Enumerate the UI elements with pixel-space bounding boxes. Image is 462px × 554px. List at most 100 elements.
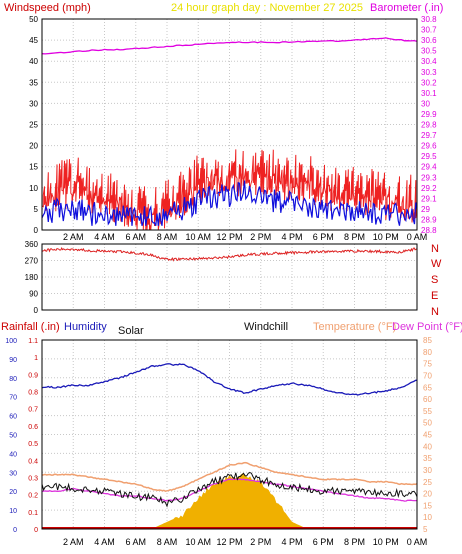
wind-y-tick-label: 50 [29, 15, 38, 24]
direction-y-tick-label: 0 [34, 306, 39, 315]
rainfall-y-tick-label: 0.4 [28, 458, 38, 465]
humidity-y-tick-label: 100 [5, 338, 17, 345]
wind-x-tick-label: 12 PM [216, 232, 242, 242]
temperature-y-tick-label: 50 [423, 419, 432, 428]
temperature-x-tick-label: 2 AM [63, 537, 84, 547]
rainfall-title: Rainfall (.in) [1, 321, 60, 333]
temperature-y-tick-label: 5 [423, 525, 428, 534]
barometer-y-tick-label: 29.5 [421, 152, 437, 161]
temperature-y-tick-label: 10 [423, 513, 432, 522]
barometer-y-tick-label: 30.7 [421, 26, 437, 35]
rainfall-y-tick-label: 0.5 [28, 441, 38, 448]
temperature-x-tick-label: 10 AM [185, 537, 211, 547]
barometer-y-tick-label: 30.3 [421, 68, 437, 77]
barometer-y-tick-label: 30.2 [421, 78, 437, 87]
barometer-y-tick-label: 29.7 [421, 131, 437, 140]
wind-x-tick-label: 10 PM [373, 232, 399, 242]
graph-title: 24 hour graph day : November 27 2025 [171, 2, 363, 14]
humidity-y-tick-label: 70 [9, 395, 17, 402]
barometer-y-tick-label: 30.1 [421, 89, 437, 98]
wind-y-tick-label: 30 [29, 99, 38, 108]
wind-x-tick-label: 4 AM [94, 232, 115, 242]
temperature-line [41, 461, 418, 492]
direction-panel-series [41, 247, 418, 262]
wind-x-tick-label: 6 AM [125, 232, 146, 242]
rainfall-y-axis-labels: 0 0.1 0.2 0.3 0.4 0.5 0.6 0.7 0.8 0.9 1 1.1 [28, 338, 38, 534]
rainfall-y-tick-label: 0.9 [28, 372, 38, 379]
humidity-y-tick-label: 60 [9, 414, 17, 421]
temperature-y-tick-label: 55 [423, 407, 432, 416]
wind-y-tick-label: 15 [29, 163, 38, 172]
temperature-y-tick-label: 75 [423, 360, 432, 369]
barometer-y-tick-label: 30.5 [421, 47, 437, 56]
dewpoint-title: Dew Point (°F) [392, 321, 462, 333]
temperature-title: Temperature (°F) [313, 321, 396, 333]
humidity-y-axis-labels: 0 10 20 30 40 50 60 70 80 90 100 [5, 338, 17, 534]
barometer-y-tick-label: 29.8 [421, 121, 437, 130]
wind-y-tick-label: 45 [29, 36, 38, 45]
rainfall-y-tick-label: 0.1 [28, 510, 38, 517]
temperature-y-tick-label: 15 [423, 501, 432, 510]
wind-panel-series [41, 37, 418, 231]
temperature-y-tick-label: 70 [423, 371, 432, 380]
direction-panel-frame [41, 243, 418, 311]
wind-title: Windspeed (mph) [4, 2, 91, 14]
temperature-panel-frame [41, 339, 418, 530]
humidity-y-tick-label: 80 [9, 376, 17, 383]
wind-y-tick-label: 20 [29, 142, 38, 151]
temperature-panel-series [41, 363, 418, 529]
humidity-y-tick-label: 50 [9, 433, 17, 440]
windchill-line [41, 471, 418, 508]
wind-x-axis-labels: 2 AM 4 AM 6 AM 8 AM 10 AM 12 PM 2 PM 4 PM 6 PM 8 … [63, 232, 427, 242]
wind-x-tick-label: 4 PM [281, 232, 302, 242]
direction-y-tick-label: 360 [25, 240, 39, 249]
barometer-y-tick-label: 30.4 [421, 57, 437, 66]
direction-y-tick-label: 90 [29, 290, 38, 299]
temperature-x-tick-label: 8 PM [344, 537, 365, 547]
barometer-y-tick-label: 30.8 [421, 15, 437, 24]
temperature-y-tick-label: 60 [423, 395, 432, 404]
humidity-y-tick-label: 30 [9, 470, 17, 477]
temperature-x-tick-label: 2 PM [250, 537, 271, 547]
wind-y-tick-label: 40 [29, 57, 38, 66]
rainfall-y-tick-label: 1.1 [28, 338, 38, 345]
rainfall-y-tick-label: 0.2 [28, 493, 38, 500]
temperature-x-axis-labels: 2 AM 4 AM 6 AM 8 AM 10 AM 12 PM 2 PM 4 PM 6 PM 8 … [63, 537, 427, 547]
wind-direction-line [41, 247, 418, 262]
wind-y-tick-label: 10 [29, 184, 38, 193]
temperature-x-tick-label: 12 PM [216, 537, 242, 547]
rainfall-y-tick-label: 0.3 [28, 475, 38, 482]
temperature-y-tick-label: 25 [423, 478, 432, 487]
rainfall-y-tick-label: 0.8 [28, 390, 38, 397]
barometer-title: Barometer (.in) [370, 2, 443, 14]
humidity-y-tick-label: 40 [9, 451, 17, 458]
temperature-y-tick-label: 20 [423, 490, 432, 499]
humidity-y-tick-label: 90 [9, 357, 17, 364]
barometer-y-tick-label: 29.6 [421, 142, 437, 151]
direction-y-tick-label: 270 [25, 257, 39, 266]
wind-x-tick-label: 10 AM [185, 232, 211, 242]
barometer-y-tick-label: 29.9 [421, 110, 437, 119]
wind-y-tick-label: 0 [34, 226, 39, 235]
barometer-y-tick-label: 29.3 [421, 173, 437, 182]
humidity-title: Humidity [64, 321, 107, 333]
humidity-y-tick-label: 10 [9, 508, 17, 515]
rainfall-y-tick-label: 1 [34, 355, 38, 362]
dewpoint-line [41, 478, 418, 502]
barometer-y-tick-label: 28.8 [421, 226, 437, 235]
temperature-y-tick-label: 65 [423, 383, 432, 392]
temperature-x-tick-label: 8 AM [157, 537, 178, 547]
temperature-y-tick-label: 85 [423, 336, 432, 345]
temperature-x-tick-label: 4 PM [281, 537, 302, 547]
wind-y-tick-label: 25 [29, 121, 38, 130]
temperature-y-axis-labels: 5 10 15 20 25 30 35 40 45 50 55 60 65 70 75 80 85 [423, 336, 432, 534]
humidity-y-tick-label: 20 [9, 489, 17, 496]
barometer-y-tick-label: 29.1 [421, 194, 437, 203]
barometer-y-tick-label: 30.6 [421, 36, 437, 45]
temperature-y-tick-label: 35 [423, 454, 432, 463]
compass-label: W [431, 258, 442, 270]
barometer-y-tick-label: 29.4 [421, 163, 437, 172]
wind-x-tick-label: 0 AM [407, 232, 428, 242]
